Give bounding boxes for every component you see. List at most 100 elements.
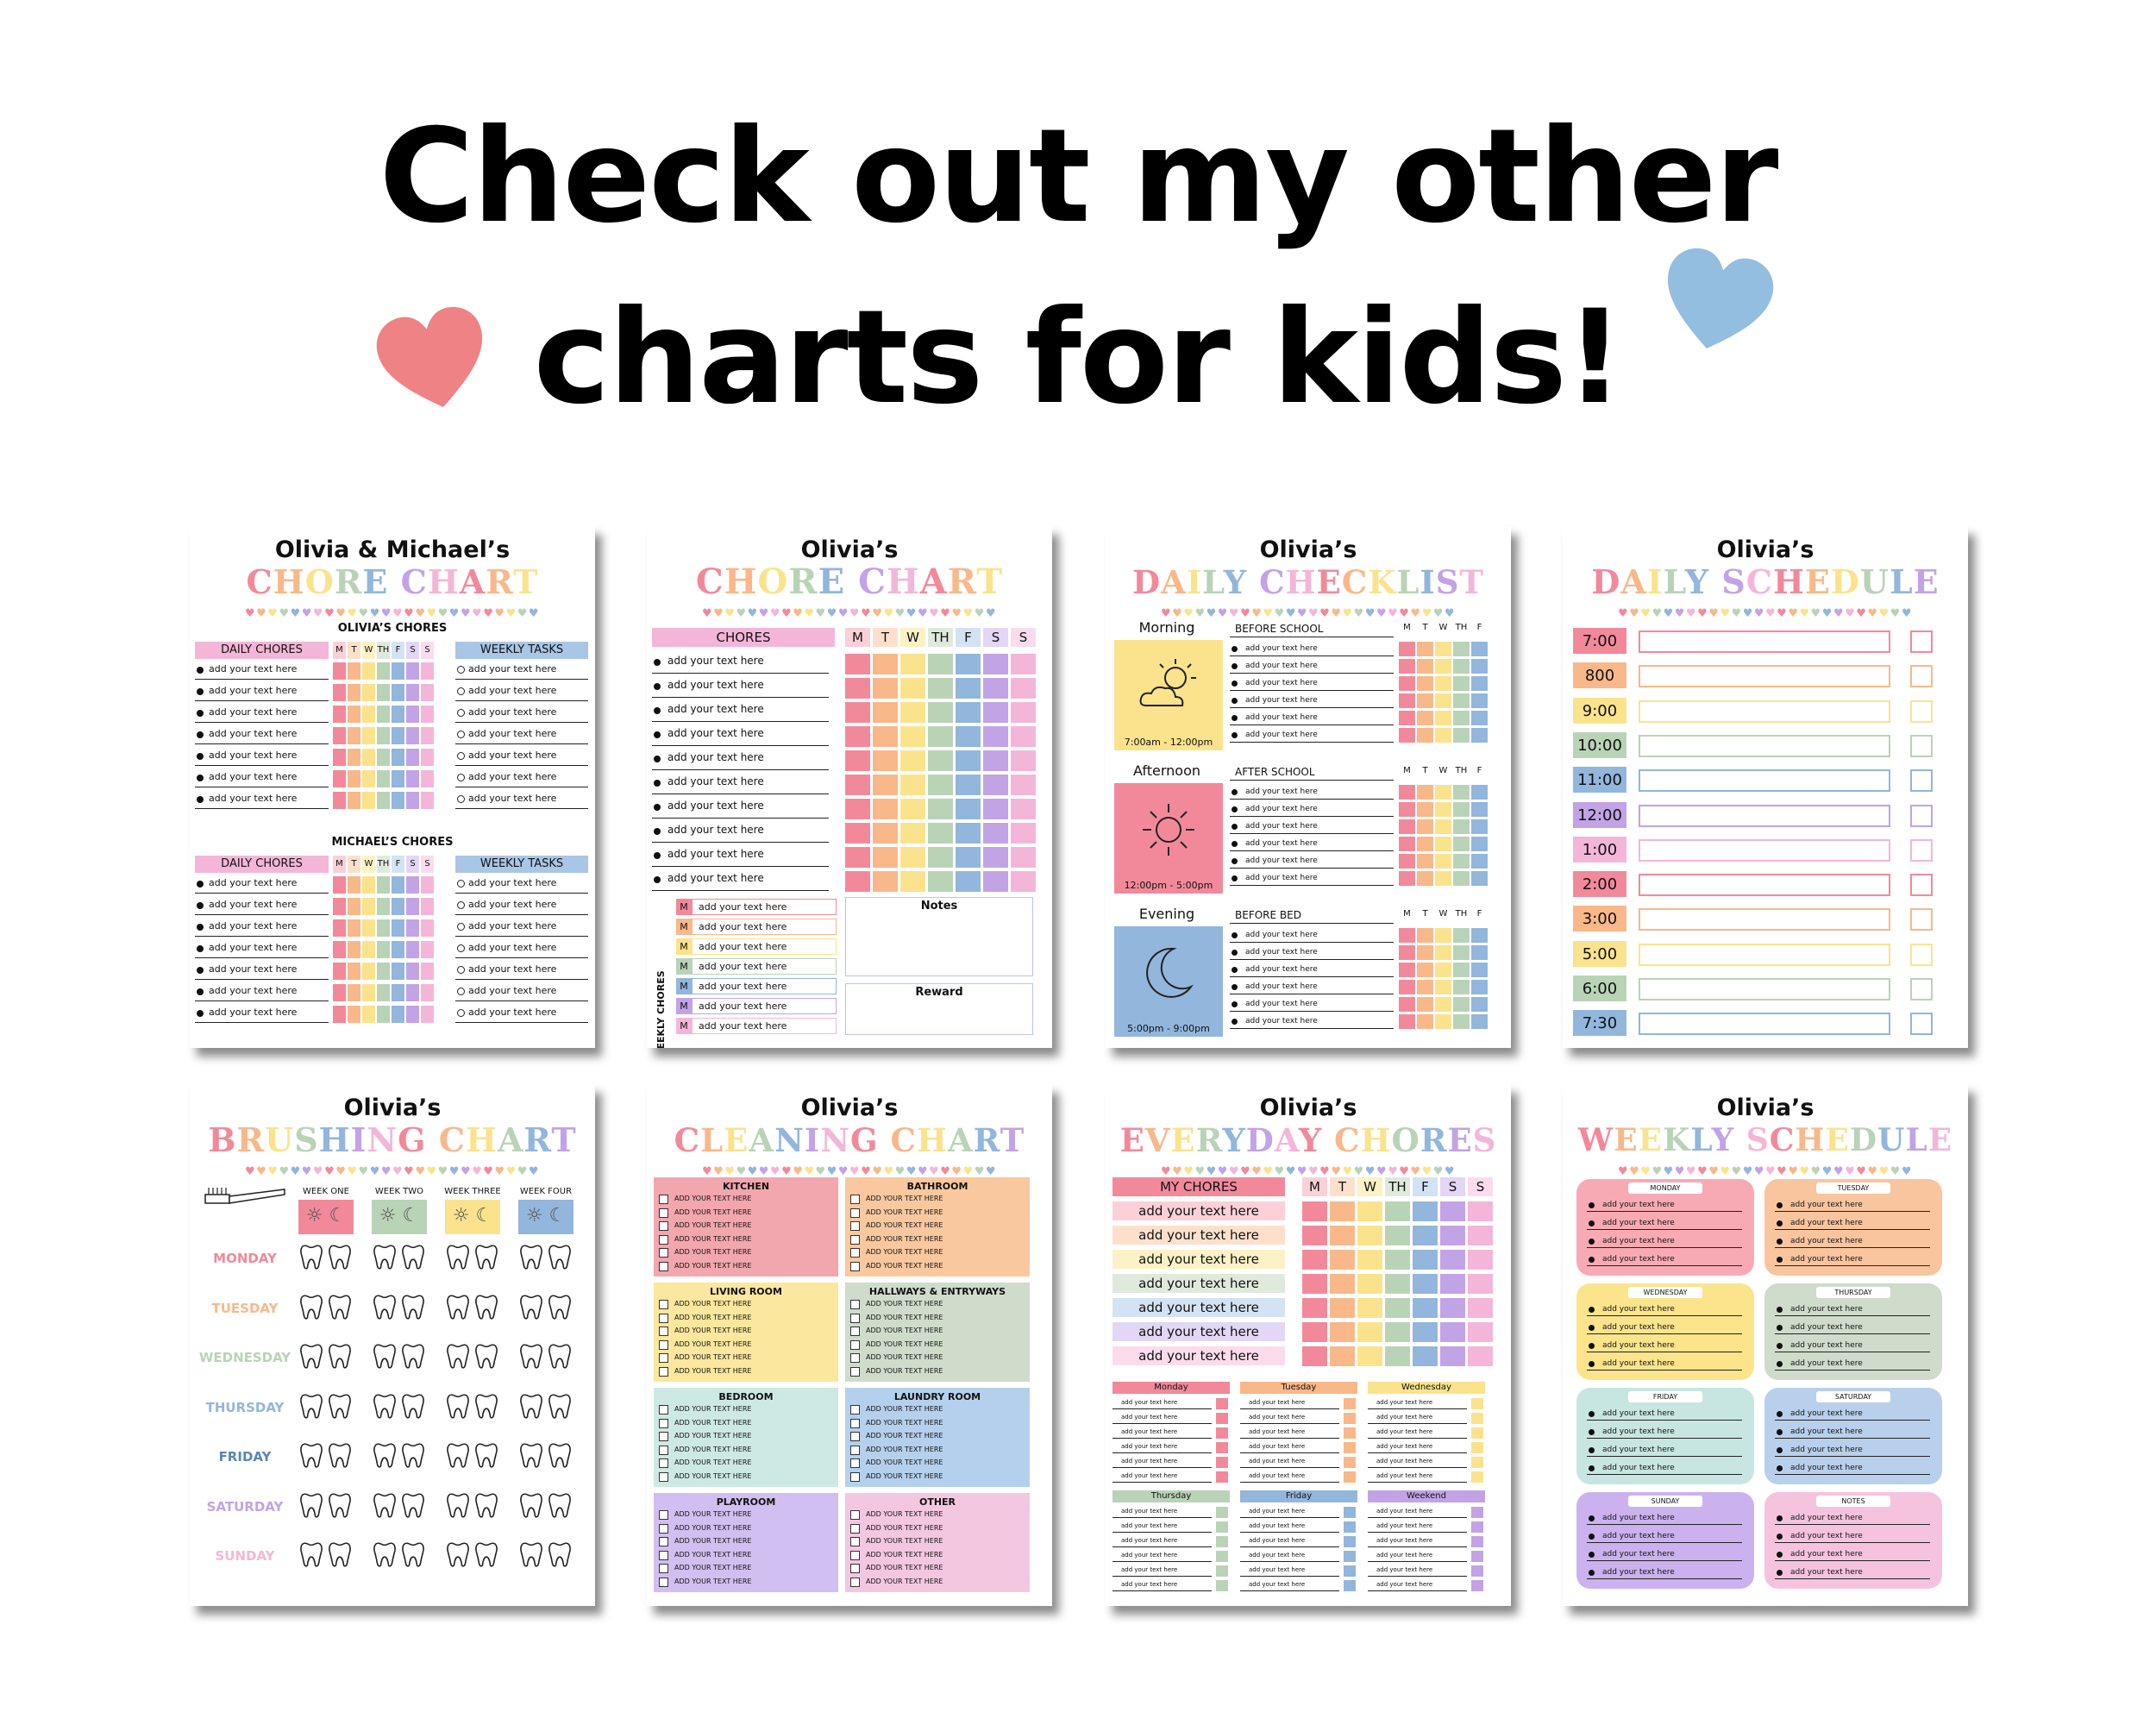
check-cell	[845, 750, 870, 771]
bullet-dot	[654, 659, 661, 666]
mini-check-cell	[1216, 1471, 1228, 1483]
day-letter: S	[424, 859, 430, 869]
check-item-text: add your text here	[1245, 696, 1318, 705]
check-cell	[392, 984, 404, 1001]
tooth-icon	[520, 1344, 542, 1369]
check-cell	[1011, 871, 1036, 892]
write-line	[455, 979, 588, 980]
bullet-dot	[197, 988, 204, 995]
schedule-entry-box	[1639, 734, 1890, 757]
bullet-dot	[1232, 806, 1238, 812]
day-header	[348, 856, 360, 873]
check-cell	[1435, 819, 1451, 834]
room-panel	[845, 1493, 1030, 1592]
title-letter: R	[947, 561, 977, 602]
chore-chart-two-kids-card[interactable]: Olivia & Michael’s CHORE CHART ♥♥♥♥♥♥♥♥♥…	[190, 526, 595, 1048]
day-letter: T	[1422, 909, 1428, 919]
mini-heart-icon: ♥	[883, 607, 895, 620]
time-label: 7:00	[1582, 633, 1618, 650]
mini-heart-icon: ♥	[1629, 607, 1641, 620]
title-letter: O	[304, 562, 335, 601]
room-task-text: ADD YOUR TEXT HERE	[866, 1366, 943, 1375]
mini-heart-icon: ♥	[1364, 607, 1376, 620]
check-cell	[362, 684, 375, 701]
chore-chart-card[interactable]: Olivia’s CHORE CHART ♥♥♥♥♥♥♥♥♥♥♥♥♥♥♥♥♥♥♥…	[647, 526, 1052, 1048]
chore-item-text: add your text here	[667, 872, 764, 884]
check-cell	[1302, 1250, 1327, 1270]
check-cell	[1471, 980, 1488, 994]
mini-heart-icon: ♥	[244, 607, 257, 620]
write-line	[1230, 850, 1394, 851]
room-title: LIVING ROOM	[710, 1286, 782, 1297]
everyday-chores-card[interactable]: Olivia’s EVERYDAY CHORES ♥♥♥♥♥♥♥♥♥♥♥♥♥♥♥…	[1106, 1084, 1511, 1606]
chore-item-text: add your text here	[209, 985, 298, 996]
hearts-divider: ♥♥♥♥♥♥♥♥♥♥♥♥♥♥♥♥♥♥♥♥♥♥♥♥♥♥	[1116, 1165, 1501, 1179]
chore-item-text: add your text here	[209, 1007, 298, 1018]
room-task-text: ADD YOUR TEXT HERE	[866, 1300, 943, 1308]
day-letter: M	[1403, 909, 1411, 919]
write-line	[1112, 1576, 1212, 1577]
task-item-text: add your text here	[468, 1007, 557, 1018]
day-item-text: add your text here	[1790, 1237, 1863, 1245]
room-title: OTHER	[918, 1496, 956, 1508]
check-cell	[421, 898, 434, 915]
title-letter: C	[858, 561, 887, 602]
check-item-text: add your text here	[1245, 822, 1318, 831]
check-item-text: add your text here	[1245, 982, 1318, 991]
weekly-schedule-card[interactable]: Olivia’s WEEKLY SCHEDULE ♥♥♥♥♥♥♥♥♥♥♥♥♥♥♥…	[1563, 1084, 1968, 1606]
check-cell	[362, 749, 375, 766]
mini-heart-icon: ♥	[448, 1165, 461, 1178]
time-cell	[1573, 940, 1626, 967]
checkbox	[850, 1405, 860, 1414]
check-cell	[1471, 642, 1488, 656]
weekly-chore-line	[692, 919, 837, 935]
mini-check-cell	[1344, 1457, 1356, 1468]
card-title: WEEKLY SCHEDULE	[1563, 1119, 1968, 1162]
title-letter: Y	[1711, 1122, 1735, 1158]
day-item-text: add your text here	[1790, 1359, 1863, 1368]
period-time: 5:00pm - 9:00pm	[1127, 1023, 1210, 1034]
time-cell	[1573, 871, 1626, 898]
write-line	[652, 866, 829, 867]
check-cell	[392, 727, 404, 744]
write-line	[1230, 923, 1394, 924]
check-item-text: add your text here	[1245, 1017, 1318, 1026]
mini-check-cell	[1216, 1536, 1228, 1547]
mini-heart-icon: ♥	[1901, 1165, 1914, 1178]
brushing-chart-card[interactable]: Olivia’s BRUSHING CHART ♥♥♥♥♥♥♥♥♥♥♥♥♥♥♥♥…	[190, 1084, 595, 1606]
mini-item-text: add your text here	[1249, 1566, 1306, 1573]
check-cell	[333, 684, 346, 701]
mini-heart-icon: ♥	[335, 607, 348, 620]
reward-box	[845, 983, 1033, 1035]
tooth-icon	[402, 1393, 424, 1419]
checkbox	[659, 1458, 668, 1468]
room-task-text: ADD YOUR TEXT HERE	[674, 1564, 752, 1571]
mini-heart-icon: ♥	[1742, 607, 1754, 620]
check-cell	[956, 702, 981, 723]
daily-schedule-card[interactable]: Olivia’s DAILY SCHEDULE ♥♥♥♥♥♥♥♥♥♥♥♥♥♥♥♥…	[1563, 526, 1968, 1048]
write-line	[195, 1022, 329, 1023]
daily-checklist-card[interactable]: Olivia’s DAILY CHECKLIST ♥♥♥♥♥♥♥♥♥♥♥♥♥♥♥…	[1106, 526, 1511, 1048]
day-header	[873, 628, 898, 647]
cleaning-chart-card[interactable]: Olivia’s CLEANING CHART ♥♥♥♥♥♥♥♥♥♥♥♥♥♥♥♥…	[647, 1084, 1052, 1606]
write-line	[455, 1000, 588, 1001]
checkbox	[659, 1537, 668, 1546]
chore-row-text: add your text here	[1138, 1276, 1259, 1291]
bullet-ring	[457, 944, 465, 952]
mini-heart-icon: ♥	[849, 1165, 862, 1178]
check-cell	[900, 726, 925, 747]
check-cell	[1399, 693, 1415, 708]
write-line	[1230, 885, 1394, 886]
check-cell	[1417, 1014, 1433, 1029]
day-panel-label: NOTES	[1841, 1497, 1865, 1505]
mini-check-cell	[1216, 1442, 1228, 1453]
title-letter: T	[551, 1120, 577, 1159]
daily-chores-label: DAILY CHORES	[221, 858, 303, 870]
mini-heart-icon: ♥	[1319, 1165, 1332, 1178]
weekly-day-letter: M	[680, 981, 688, 992]
checkbox	[659, 1195, 668, 1204]
mini-heart-icon: ♥	[460, 607, 473, 620]
mini-heart-icon: ♥	[804, 1165, 816, 1178]
write-line	[1230, 976, 1394, 977]
weekly-day-cell	[676, 938, 692, 955]
